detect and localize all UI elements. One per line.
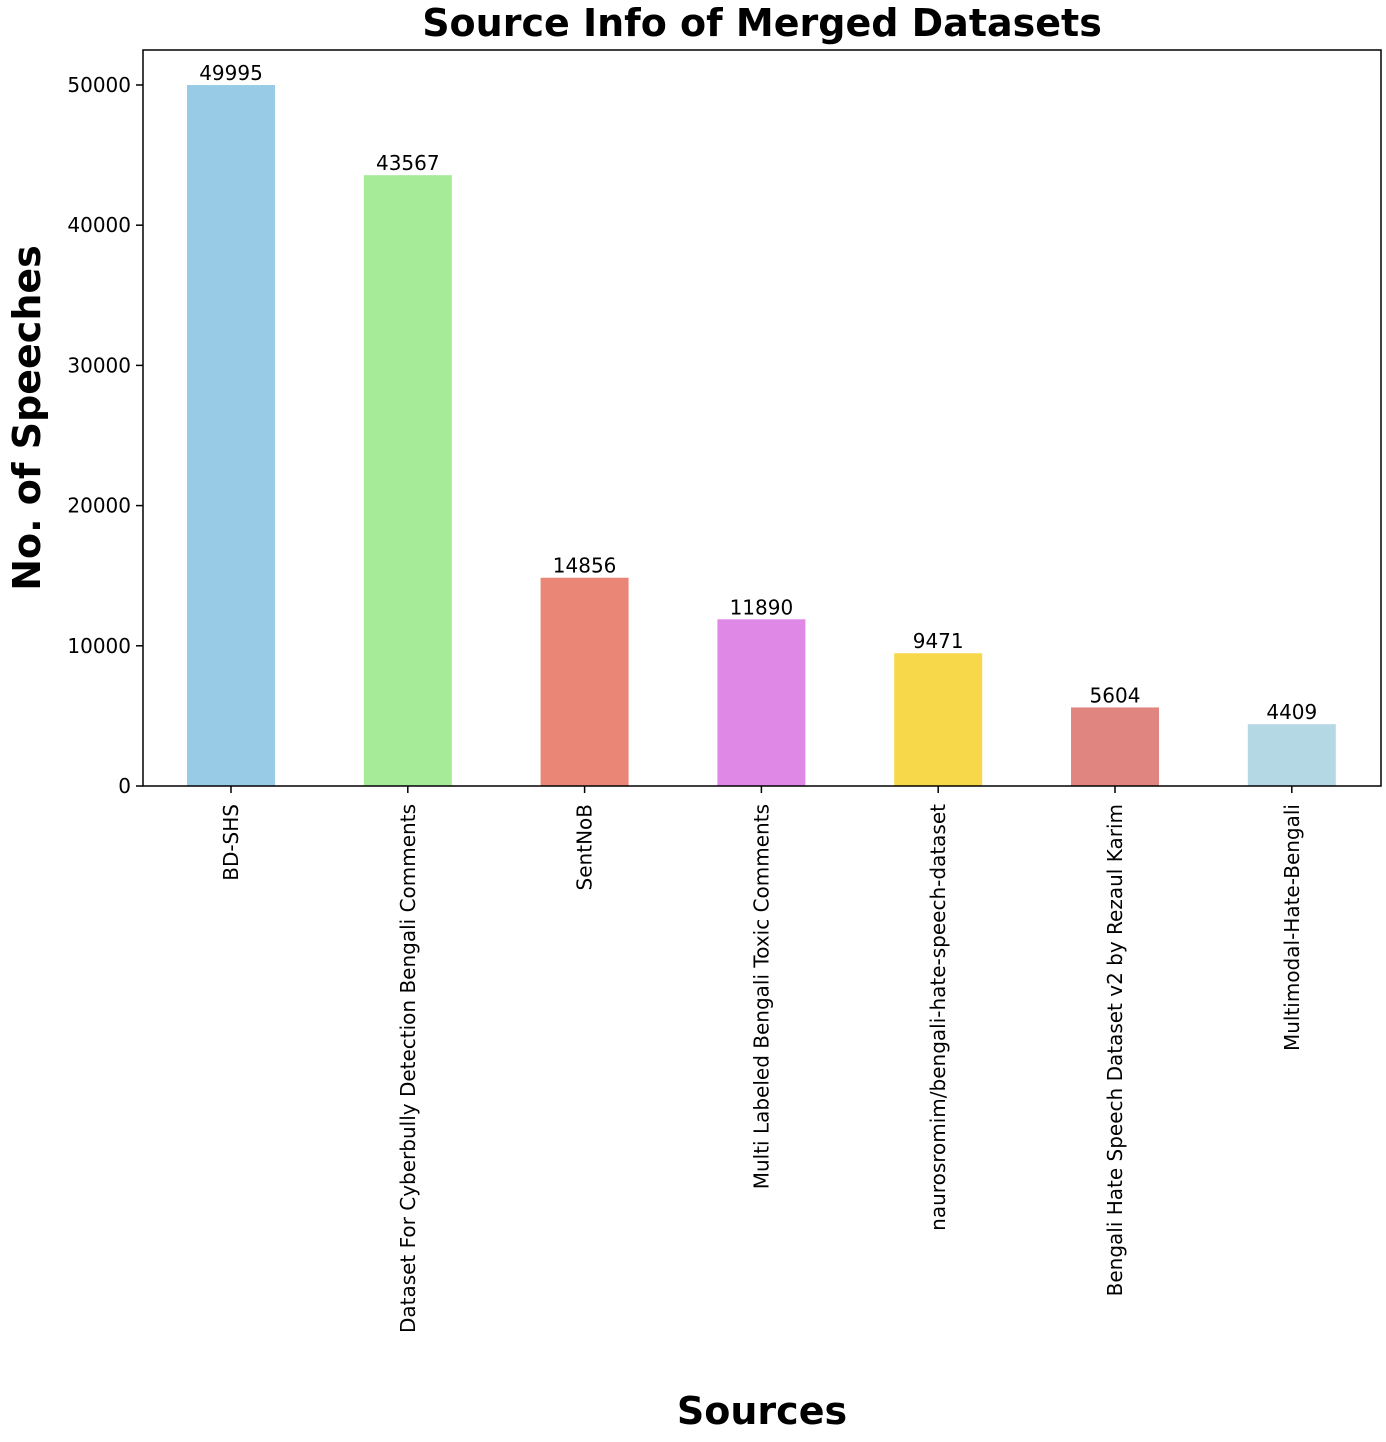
data-label-6: 4409 <box>1266 700 1317 724</box>
data-label-1: 43567 <box>376 151 440 175</box>
x-tick-label-1: Dataset For Cyberbully Detection Bengali… <box>396 804 420 1333</box>
y-axis: 0 10000 20000 30000 40000 50000 <box>67 73 143 798</box>
chart-title: Source Info of Merged Datasets <box>422 1 1102 45</box>
bar-0 <box>187 85 275 787</box>
x-axis: BD-SHS Dataset For Cyberbully Detection B… <box>219 786 1304 1333</box>
x-tick-label-3: Multi Labeled Bengali Toxic Comments <box>749 804 773 1189</box>
bar-4 <box>894 653 983 786</box>
y-tick-label-5: 50000 <box>67 73 131 97</box>
data-label-5: 5604 <box>1090 683 1141 707</box>
data-label-0: 49995 <box>199 61 263 85</box>
x-axis-label: Sources <box>677 1389 847 1433</box>
y-tick-label-1: 10000 <box>67 634 131 658</box>
x-tick-label-4: naurosromim/bengali-hate-speech-dataset <box>926 804 950 1231</box>
y-tick-label-2: 20000 <box>67 494 131 518</box>
x-tick-label-0: BD-SHS <box>219 804 243 881</box>
x-tick-label-6: Multimodal-Hate-Bengali <box>1280 804 1304 1051</box>
x-tick-label-2: SentNoB <box>573 804 597 890</box>
data-labels-layer: 49995 43567 14856 11890 9471 5604 4409 <box>199 61 1317 724</box>
data-label-2: 14856 <box>553 554 617 578</box>
bar-5 <box>1071 707 1159 786</box>
y-tick-label-4: 40000 <box>67 213 131 237</box>
bar-6 <box>1247 724 1336 786</box>
y-tick-label-0: 0 <box>118 774 131 798</box>
x-tick-label-5: Bengali Hate Speech Dataset v2 by Rezaul… <box>1103 804 1127 1296</box>
y-tick-label-3: 30000 <box>67 353 131 377</box>
data-label-4: 9471 <box>913 629 964 653</box>
bar-3 <box>717 619 806 786</box>
bar-1 <box>363 175 452 786</box>
y-axis-label: No. of Speeches <box>5 245 49 591</box>
plot-area: 49995 43567 14856 11890 9471 5604 4409 0 10000 2… <box>67 49 1382 1333</box>
data-label-3: 11890 <box>730 595 794 619</box>
bars-layer <box>187 85 1336 787</box>
bar-2 <box>540 577 629 786</box>
